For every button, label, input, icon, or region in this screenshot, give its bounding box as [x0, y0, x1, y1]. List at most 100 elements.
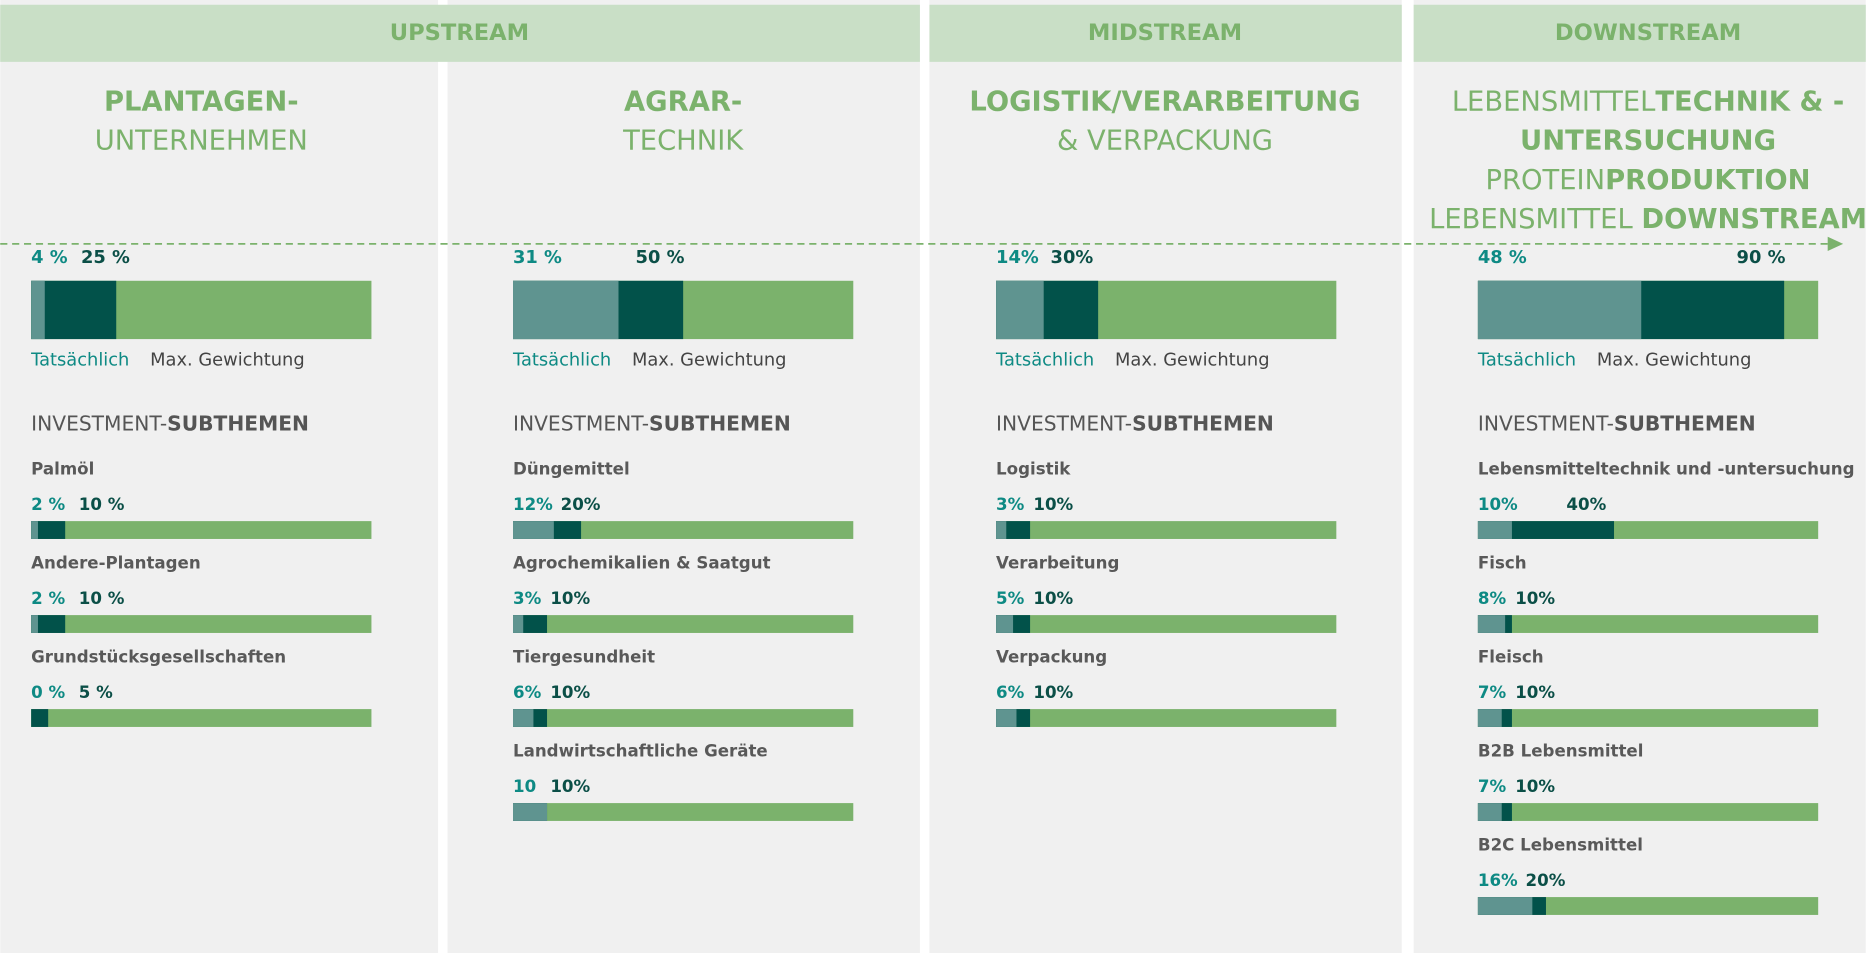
legend-max: Max. Gewichtung [632, 349, 787, 370]
column-title: AGRAR- [624, 86, 742, 117]
max-label: 10% [550, 683, 590, 702]
column-title: PLANTAGEN- [104, 86, 299, 117]
max-label: 5 % [79, 683, 113, 702]
text-segment: DOWNSTREAM [1641, 204, 1866, 235]
actual-label: 16% [1478, 871, 1518, 890]
actual-label: 4 % [31, 247, 68, 268]
column-title: LEBENSMITTEL DOWNSTREAM [1429, 204, 1866, 235]
text-segment: INVESTMENT- [1478, 411, 1614, 435]
max-label: 40% [1566, 495, 1606, 514]
text-segment: LEBENSMITTEL [1452, 86, 1656, 117]
max-label: 50 % [636, 247, 685, 268]
column-title: & VERPACKUNG [1057, 125, 1273, 156]
max-label: 10% [1033, 495, 1073, 514]
bar-actual [513, 280, 619, 340]
bar-actual [31, 280, 45, 340]
subtheme-name: Grundstücksgesellschaften [31, 647, 286, 666]
bar-background [31, 709, 372, 727]
subtheme-name: Lebensmitteltechnik und -untersuchung [1478, 459, 1855, 478]
column-title: UNTERSUCHUNG [1520, 125, 1776, 156]
max-label: 10% [550, 777, 590, 796]
text-segment: TECHNIK & - [1655, 86, 1844, 117]
text-segment: UNTERNEHMEN [95, 125, 308, 156]
bar-max [31, 709, 49, 727]
bar-background [513, 803, 854, 821]
legend-max: Max. Gewichtung [1597, 349, 1752, 370]
column-bg [447, 0, 920, 953]
max-label: 30% [1051, 247, 1094, 268]
subthemes-heading: INVESTMENT-SUBTHEMEN [996, 411, 1274, 435]
bar-background [1477, 803, 1819, 821]
bar-actual [31, 521, 38, 539]
max-label: 10 % [79, 589, 125, 608]
bar-actual [1477, 897, 1533, 915]
subtheme-name: Landwirtschaftliche Geräte [513, 741, 768, 760]
bar-background [513, 521, 854, 539]
bar-actual [1477, 709, 1502, 727]
max-label: 10% [550, 589, 590, 608]
max-label: 25 % [81, 247, 130, 268]
text-segment: INVESTMENT- [996, 411, 1132, 435]
actual-label: 12% [513, 495, 553, 514]
column-title: LOGISTIK/VERARBEITUNG [969, 86, 1360, 117]
text-segment: SUBTHEMEN [167, 411, 309, 435]
text-segment: PRODUKTION [1605, 164, 1811, 195]
stage-label: MIDSTREAM [1088, 20, 1242, 46]
bar-actual [1477, 521, 1512, 539]
actual-label: 48 % [1478, 247, 1527, 268]
column-bg [0, 0, 439, 953]
legend-max: Max. Gewichtung [1115, 349, 1270, 370]
subtheme-name: Agrochemikalien & Saatgut [513, 553, 771, 572]
max-label: 10% [1033, 589, 1073, 608]
subtheme-name: B2C Lebensmittel [1478, 835, 1643, 854]
actual-label: 2 % [31, 589, 65, 608]
text-segment: PROTEIN [1486, 164, 1606, 195]
stage-band [929, 4, 1402, 62]
text-segment: & VERPACKUNG [1057, 125, 1273, 156]
bar-actual [996, 709, 1017, 727]
max-label: 10% [1033, 683, 1073, 702]
column-title: PROTEINPRODUKTION [1486, 164, 1811, 195]
text-segment: SUBTHEMEN [649, 411, 791, 435]
column-bg [929, 0, 1402, 953]
bar-actual [996, 280, 1044, 340]
legend-actual: Tatsächlich [1477, 349, 1576, 370]
subtheme-name: Andere-Plantagen [31, 553, 201, 572]
max-label: 90 % [1737, 247, 1786, 268]
bar-background [1477, 897, 1819, 915]
actual-label: 7% [1478, 683, 1507, 702]
arrow-head [1827, 236, 1844, 252]
column-title: LEBENSMITTELTECHNIK & - [1452, 86, 1844, 117]
subthemes-heading: INVESTMENT-SUBTHEMEN [513, 411, 791, 435]
subtheme-name: B2B Lebensmittel [1478, 741, 1644, 760]
stage-label: UPSTREAM [390, 20, 529, 46]
bar-background [996, 615, 1337, 633]
bar-max [31, 615, 66, 633]
bar-actual [1477, 803, 1502, 821]
actual-label: 14% [996, 247, 1039, 268]
max-label: 10% [1515, 589, 1555, 608]
subthemes-heading: INVESTMENT-SUBTHEMEN [31, 411, 309, 435]
subtheme-name: Düngemittel [513, 459, 630, 478]
max-label: 10% [1515, 777, 1555, 796]
subtheme-name: Palmöl [31, 459, 94, 478]
bar-background [996, 709, 1337, 727]
bar-actual [31, 615, 38, 633]
bar-actual [513, 709, 534, 727]
text-segment: SUBTHEMEN [1132, 411, 1274, 435]
bar-background [1477, 615, 1819, 633]
stage-band [1413, 4, 1866, 62]
max-label: 20% [561, 495, 601, 514]
actual-label: 3% [513, 589, 542, 608]
text-segment: TECHNIK [622, 125, 744, 156]
subtheme-name: Verarbeitung [996, 553, 1119, 572]
subtheme-name: Fisch [1478, 553, 1527, 572]
bar-actual [513, 521, 554, 539]
bar-background [513, 709, 854, 727]
actual-label: 5% [996, 589, 1025, 608]
legend-actual: Tatsächlich [512, 349, 611, 370]
bar-background [996, 521, 1337, 539]
actual-label: 6% [513, 683, 542, 702]
